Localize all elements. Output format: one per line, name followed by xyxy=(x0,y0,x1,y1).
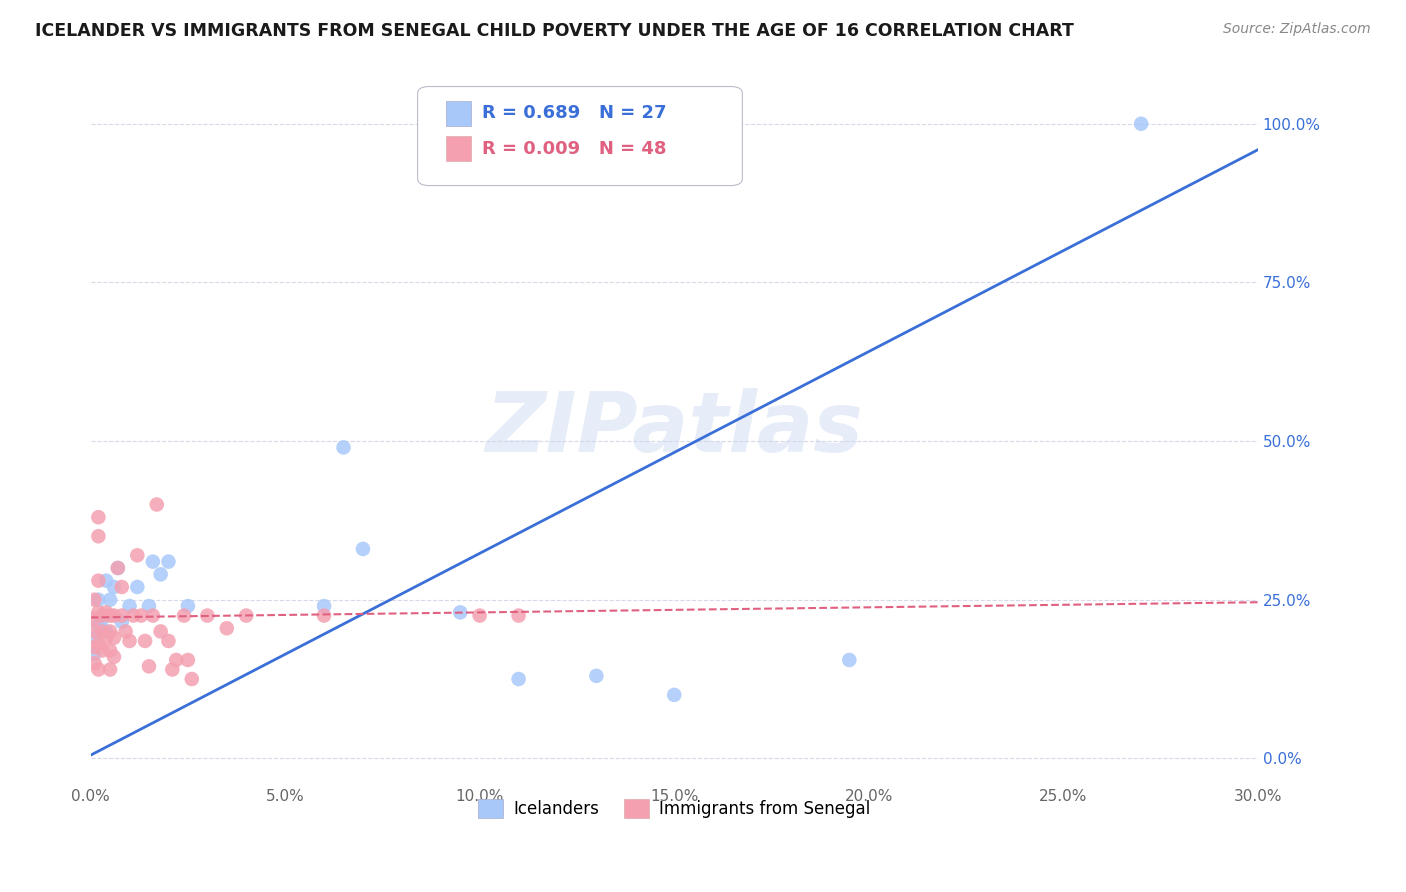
Point xyxy=(87,637,110,651)
Text: R = 0.689   N = 27: R = 0.689 N = 27 xyxy=(482,104,666,122)
Point xyxy=(87,592,110,607)
Point xyxy=(83,624,105,639)
Point xyxy=(96,631,118,645)
Point xyxy=(145,498,167,512)
Point xyxy=(332,441,354,455)
Point xyxy=(98,592,121,607)
Point xyxy=(138,659,160,673)
Point xyxy=(83,656,105,670)
Point xyxy=(352,541,374,556)
Point xyxy=(96,606,118,620)
Point xyxy=(111,608,134,623)
Point xyxy=(98,643,121,657)
Point xyxy=(157,634,180,648)
Point xyxy=(87,606,110,620)
Point xyxy=(91,643,114,657)
Point xyxy=(127,580,149,594)
Point xyxy=(87,618,110,632)
Point xyxy=(111,580,134,594)
Point xyxy=(103,631,125,645)
Point xyxy=(508,672,530,686)
Point xyxy=(83,592,105,607)
Point xyxy=(127,549,149,563)
Point xyxy=(103,608,125,623)
Point xyxy=(98,624,121,639)
Point xyxy=(83,612,105,626)
Point xyxy=(838,653,860,667)
Point xyxy=(508,608,530,623)
Point xyxy=(87,510,110,524)
Point xyxy=(195,608,218,623)
Point xyxy=(585,669,607,683)
Point xyxy=(312,608,335,623)
Point xyxy=(87,574,110,588)
Point xyxy=(83,640,105,655)
Point xyxy=(107,561,129,575)
Point xyxy=(149,567,172,582)
Point xyxy=(138,599,160,613)
Legend: Icelanders, Immigrants from Senegal: Icelanders, Immigrants from Senegal xyxy=(471,793,877,825)
Point xyxy=(157,555,180,569)
Point xyxy=(162,663,184,677)
Point xyxy=(177,599,200,613)
Point xyxy=(180,672,202,686)
Point xyxy=(118,599,141,613)
Point xyxy=(91,624,114,639)
Point xyxy=(142,555,165,569)
Point xyxy=(107,561,129,575)
Point xyxy=(96,624,118,639)
Text: Source: ZipAtlas.com: Source: ZipAtlas.com xyxy=(1223,22,1371,37)
Point xyxy=(177,653,200,667)
Point xyxy=(1130,117,1153,131)
Point xyxy=(118,634,141,648)
Point xyxy=(165,653,187,667)
Point xyxy=(142,608,165,623)
Text: ICELANDER VS IMMIGRANTS FROM SENEGAL CHILD POVERTY UNDER THE AGE OF 16 CORRELATI: ICELANDER VS IMMIGRANTS FROM SENEGAL CHI… xyxy=(35,22,1074,40)
Point xyxy=(312,599,335,613)
Point xyxy=(149,624,172,639)
Point xyxy=(129,608,152,623)
Point xyxy=(91,608,114,623)
Point xyxy=(83,631,105,645)
Point xyxy=(103,649,125,664)
Point xyxy=(103,580,125,594)
Text: ZIPatlas: ZIPatlas xyxy=(485,388,863,469)
Point xyxy=(134,634,156,648)
Point xyxy=(91,612,114,626)
Text: R = 0.009   N = 48: R = 0.009 N = 48 xyxy=(482,140,666,158)
Point xyxy=(83,647,105,661)
Point xyxy=(87,663,110,677)
Point xyxy=(87,529,110,543)
Point xyxy=(449,606,471,620)
Point xyxy=(98,663,121,677)
Point xyxy=(96,574,118,588)
Point xyxy=(114,624,136,639)
Point xyxy=(173,608,195,623)
Point xyxy=(235,608,257,623)
Point xyxy=(664,688,686,702)
Point xyxy=(215,621,238,635)
Point xyxy=(122,608,145,623)
Point xyxy=(98,608,121,623)
Point xyxy=(111,615,134,629)
Point xyxy=(468,608,491,623)
